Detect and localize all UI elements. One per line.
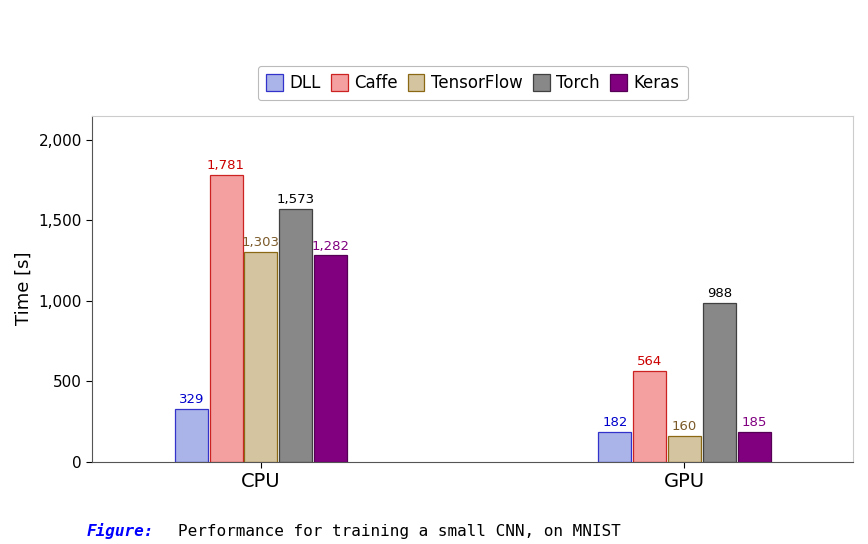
Text: 1,303: 1,303 <box>242 236 279 249</box>
Text: Figure:: Figure: <box>87 523 155 539</box>
Bar <box>598 432 631 461</box>
Text: Performance for training a small CNN, on MNIST: Performance for training a small CNN, on… <box>178 523 621 539</box>
Bar <box>245 252 278 461</box>
Bar <box>279 209 312 461</box>
Text: 160: 160 <box>672 420 697 433</box>
Text: 1,573: 1,573 <box>277 193 315 206</box>
Text: 564: 564 <box>637 355 662 368</box>
Bar <box>209 175 242 461</box>
Bar <box>633 371 666 461</box>
Text: 185: 185 <box>741 416 766 429</box>
Text: 988: 988 <box>707 287 732 300</box>
Legend: DLL, Caffe, TensorFlow, Torch, Keras: DLL, Caffe, TensorFlow, Torch, Keras <box>258 65 687 101</box>
Text: 329: 329 <box>179 393 204 406</box>
Y-axis label: Time [s]: Time [s] <box>15 252 33 325</box>
Bar <box>174 409 207 461</box>
Text: 1,282: 1,282 <box>312 239 350 252</box>
Bar <box>314 256 347 461</box>
Text: 1,781: 1,781 <box>207 159 245 172</box>
Bar <box>703 302 736 461</box>
Bar <box>668 436 701 461</box>
Bar <box>738 432 771 461</box>
Text: 182: 182 <box>602 416 628 429</box>
